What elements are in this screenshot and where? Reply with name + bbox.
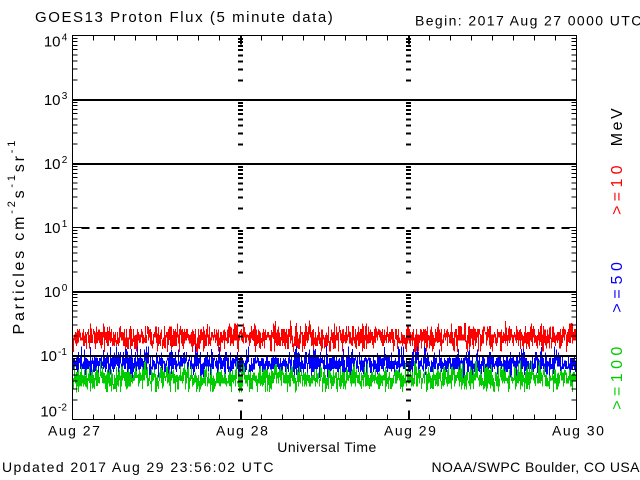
svg-text:10: 10	[40, 404, 57, 421]
svg-text:10: 10	[44, 34, 61, 51]
svg-text:4: 4	[62, 33, 68, 44]
svg-text:GOES13 Proton Flux (5 minute d: GOES13 Proton Flux (5 minute data)	[35, 9, 334, 26]
svg-text:Aug 27: Aug 27	[48, 423, 101, 439]
svg-text:Aug 29: Aug 29	[384, 423, 437, 439]
svg-text:10: 10	[44, 220, 61, 237]
svg-text:>=10: >=10	[609, 161, 626, 215]
svg-text:10: 10	[44, 156, 61, 173]
svg-text:-1: -1	[58, 347, 67, 358]
svg-text:0: 0	[62, 283, 68, 294]
svg-text:1: 1	[62, 219, 68, 230]
svg-text:-2: -2	[58, 403, 67, 414]
svg-text:3: 3	[62, 91, 68, 102]
svg-text:Universal Time: Universal Time	[277, 439, 377, 455]
svg-text:10: 10	[44, 284, 61, 301]
svg-text:NOAA/SWPC Boulder, CO USA: NOAA/SWPC Boulder, CO USA	[432, 459, 640, 475]
svg-text:10: 10	[40, 348, 57, 365]
svg-text:10: 10	[44, 92, 61, 109]
svg-text:Aug 28: Aug 28	[216, 423, 269, 439]
svg-text:Aug 30: Aug 30	[552, 423, 605, 439]
svg-text:Begin: 2017 Aug 27 0000 UTC: Begin: 2017 Aug 27 0000 UTC	[415, 13, 640, 29]
svg-text:2: 2	[62, 155, 68, 166]
svg-text:MeV: MeV	[609, 106, 626, 146]
svg-text:Updated 2017 Aug 29 23:56:02 U: Updated 2017 Aug 29 23:56:02 UTC	[2, 459, 275, 475]
svg-text:>=100: >=100	[609, 342, 626, 409]
svg-text:>=50: >=50	[609, 257, 626, 312]
